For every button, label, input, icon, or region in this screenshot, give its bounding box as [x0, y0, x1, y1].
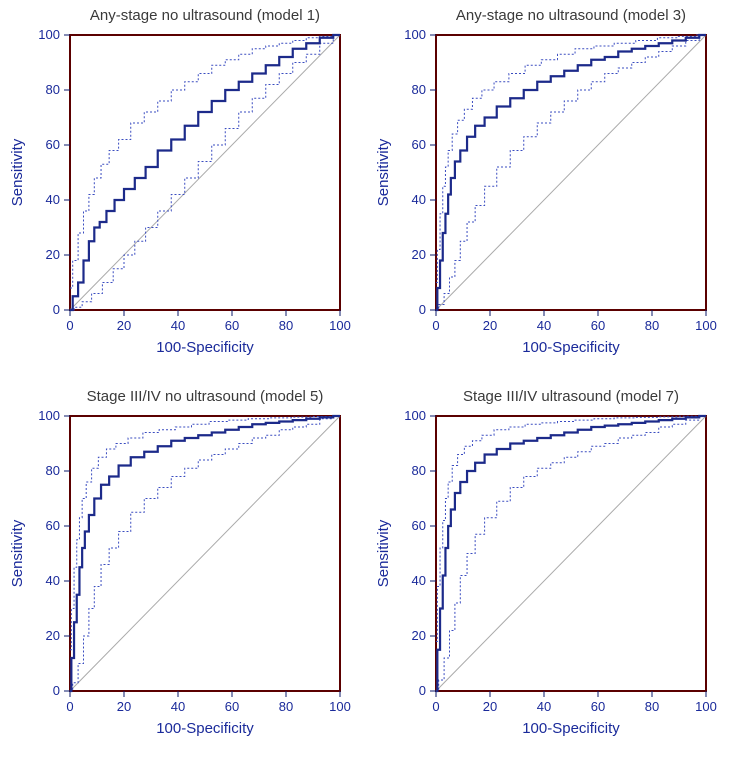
- roc-panel: Any-stage no ultrasound (model 1) 00 20 20 4…: [0, 0, 366, 381]
- x-tick-label: 40: [171, 699, 185, 714]
- roc-panel: Stage III/IV no ultrasound (model 5) 00 20…: [0, 381, 366, 762]
- y-tick-label: 20: [412, 247, 426, 262]
- x-axis-label: 100-Specificity: [522, 339, 620, 356]
- y-tick-label: 80: [46, 463, 60, 478]
- y-tick-label: 40: [46, 573, 60, 588]
- y-tick-label: 20: [46, 247, 60, 262]
- x-tick-label: 20: [483, 699, 497, 714]
- panel-title: Any-stage no ultrasound (model 3): [456, 7, 686, 24]
- x-tick-label: 20: [117, 699, 131, 714]
- y-tick-label: 0: [53, 683, 60, 698]
- x-tick-label: 100: [695, 318, 717, 333]
- x-tick-label: 60: [225, 318, 239, 333]
- x-tick-label: 0: [66, 318, 73, 333]
- x-axis-label: 100-Specificity: [522, 720, 620, 737]
- x-tick-label: 60: [591, 318, 605, 333]
- x-tick-label: 20: [117, 318, 131, 333]
- y-tick-label: 0: [419, 302, 426, 317]
- x-tick-label: 20: [483, 318, 497, 333]
- y-axis-label: Sensitivity: [375, 519, 392, 587]
- y-tick-label: 80: [412, 463, 426, 478]
- x-tick-label: 80: [645, 318, 659, 333]
- y-tick-label: 0: [419, 683, 426, 698]
- x-tick-label: 80: [279, 699, 293, 714]
- x-tick-label: 100: [695, 699, 717, 714]
- x-tick-label: 100: [329, 699, 351, 714]
- panel-title: Stage III/IV ultrasound (model 7): [463, 388, 679, 405]
- panel-title: Any-stage no ultrasound (model 1): [90, 7, 320, 24]
- x-tick-label: 60: [591, 699, 605, 714]
- x-tick-label: 100: [329, 318, 351, 333]
- x-axis-label: 100-Specificity: [156, 720, 254, 737]
- y-tick-label: 40: [412, 573, 426, 588]
- x-tick-label: 0: [432, 699, 439, 714]
- roc-panel: Stage III/IV ultrasound (model 7) 00 20 20 4…: [366, 381, 732, 762]
- roc-panel: Any-stage no ultrasound (model 3) 00 20 20 4…: [366, 0, 732, 381]
- y-tick-label: 0: [53, 302, 60, 317]
- y-axis-label: Sensitivity: [9, 519, 26, 587]
- x-tick-label: 60: [225, 699, 239, 714]
- x-tick-label: 40: [537, 699, 551, 714]
- y-tick-label: 20: [46, 628, 60, 643]
- y-tick-label: 40: [412, 192, 426, 207]
- y-axis-label: Sensitivity: [9, 138, 26, 206]
- x-tick-label: 40: [171, 318, 185, 333]
- y-tick-label: 60: [46, 518, 60, 533]
- y-tick-label: 60: [46, 137, 60, 152]
- y-tick-label: 100: [404, 408, 426, 423]
- y-tick-label: 100: [404, 27, 426, 42]
- panel-title: Stage III/IV no ultrasound (model 5): [87, 388, 324, 405]
- y-tick-label: 100: [38, 408, 60, 423]
- y-tick-label: 80: [46, 82, 60, 97]
- x-tick-label: 0: [66, 699, 73, 714]
- x-tick-label: 80: [645, 699, 659, 714]
- y-tick-label: 20: [412, 628, 426, 643]
- y-tick-label: 60: [412, 137, 426, 152]
- y-tick-label: 60: [412, 518, 426, 533]
- x-tick-label: 40: [537, 318, 551, 333]
- x-tick-label: 0: [432, 318, 439, 333]
- y-tick-label: 100: [38, 27, 60, 42]
- y-axis-label: Sensitivity: [375, 138, 392, 206]
- x-axis-label: 100-Specificity: [156, 339, 254, 356]
- x-tick-label: 80: [279, 318, 293, 333]
- y-tick-label: 80: [412, 82, 426, 97]
- y-tick-label: 40: [46, 192, 60, 207]
